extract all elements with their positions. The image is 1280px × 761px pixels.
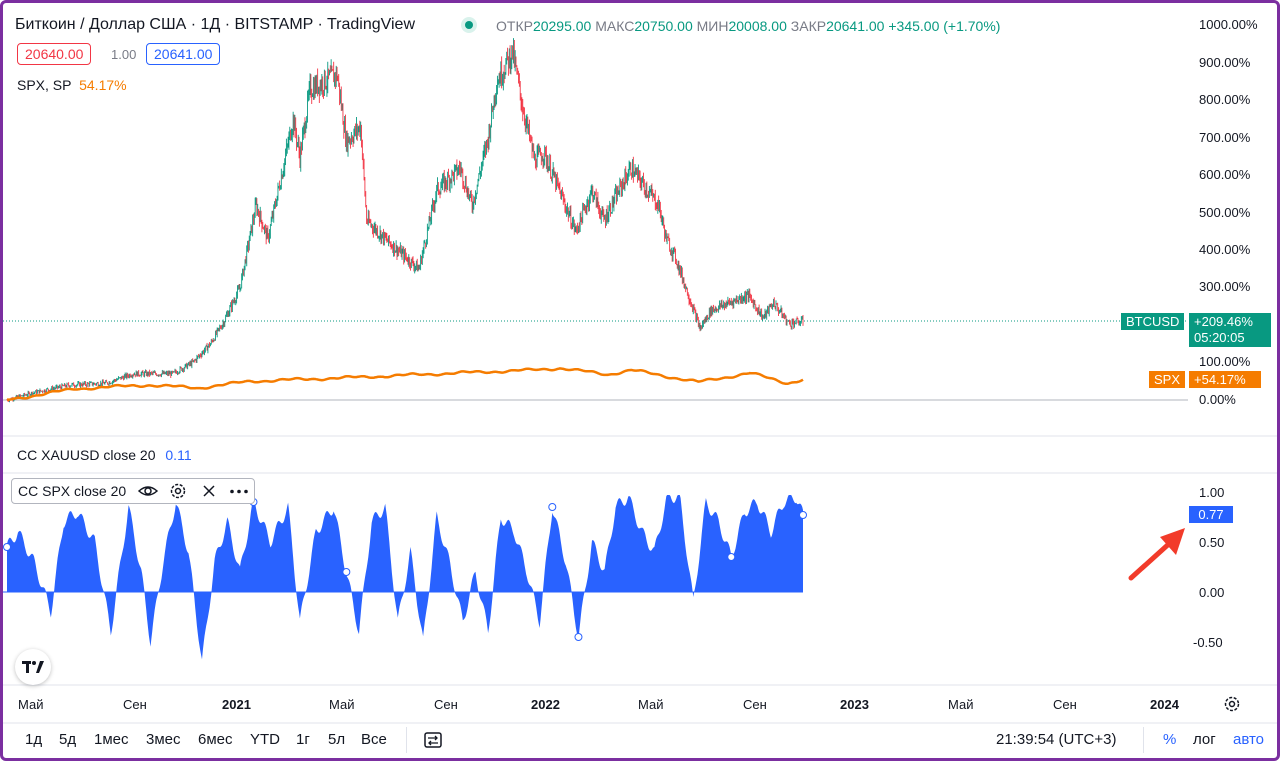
bar-countdown: 05:20:05 bbox=[1194, 330, 1245, 345]
price-tick: 700.00% bbox=[1199, 130, 1251, 145]
high-label: МАКС bbox=[595, 18, 635, 34]
cc-axis-value: 0.77 bbox=[1189, 506, 1233, 523]
cc-marker bbox=[727, 553, 736, 561]
cc-marker bbox=[799, 511, 807, 519]
price-tick: 100.00% bbox=[1199, 354, 1251, 369]
cc-xau-label: CC XAUUSD close 20 bbox=[17, 447, 156, 463]
time-tick: Сен bbox=[1053, 697, 1077, 712]
time-tick: Май bbox=[638, 697, 664, 712]
log-scale-toggle[interactable]: лог bbox=[1193, 731, 1216, 748]
ohlc-readout: ОТКР20295.00 МАКС20750.00 МИН20008.00 ЗА… bbox=[496, 18, 1000, 34]
symbol-title[interactable]: Биткоин / Доллар США · 1Д · BITSTAMP · T… bbox=[15, 16, 415, 33]
range-5y[interactable]: 5л bbox=[328, 731, 346, 748]
change-value: +345.00 (+1.70%) bbox=[888, 18, 1001, 34]
btc-axis-label: BTCUSD bbox=[1121, 313, 1185, 330]
time-tick: Сен bbox=[743, 697, 767, 712]
eye-icon[interactable] bbox=[138, 482, 158, 500]
time-tick: Май bbox=[18, 697, 44, 712]
time-tick: Сен bbox=[123, 697, 147, 712]
time-tick: Май bbox=[948, 697, 974, 712]
ask-button[interactable]: 20641.00 bbox=[146, 43, 221, 65]
cc-spx-label: CC SPX close 20 bbox=[18, 483, 127, 499]
range-all[interactable]: Все bbox=[361, 731, 387, 748]
cc-xau-legend[interactable]: CC XAUUSD close 20 0.11 bbox=[17, 447, 192, 463]
open-value: 20295.00 bbox=[532, 18, 592, 34]
price-tick: 800.00% bbox=[1199, 92, 1251, 107]
btc-candles bbox=[6, 38, 804, 403]
cc-spx-legend[interactable]: CC SPX close 20 bbox=[11, 478, 255, 504]
btc-percent: +209.46% bbox=[1194, 314, 1253, 329]
cc-marker bbox=[574, 633, 583, 641]
toolbar-divider bbox=[1143, 727, 1144, 753]
settings-gear-icon[interactable] bbox=[1222, 694, 1242, 714]
compare-value: 54.17% bbox=[79, 77, 127, 93]
close-value: 20641.00 bbox=[826, 18, 885, 34]
clock-time[interactable]: 21:39:54 (UTC+3) bbox=[996, 731, 1117, 748]
cc-marker bbox=[548, 503, 557, 511]
price-tick: 900.00% bbox=[1199, 55, 1251, 70]
toolbar-divider bbox=[406, 727, 407, 753]
time-tick: 2022 bbox=[531, 697, 560, 712]
price-tick: 1000.00% bbox=[1199, 17, 1258, 32]
spread-value: 1.00 bbox=[111, 47, 137, 62]
compare-symbol: SPX, SP bbox=[17, 77, 72, 93]
cc-spx-area bbox=[7, 495, 803, 660]
percent-scale-toggle[interactable]: % bbox=[1163, 731, 1177, 748]
cc-tick: 0.50 bbox=[1199, 535, 1225, 550]
range-5d[interactable]: 5д bbox=[59, 731, 77, 748]
compare-legend[interactable]: SPX, SP 54.17% bbox=[17, 77, 127, 93]
range-1y[interactable]: 1г bbox=[296, 731, 310, 748]
cc-marker bbox=[342, 568, 351, 576]
goto-date-icon[interactable] bbox=[422, 729, 444, 751]
time-tick: 2024 bbox=[1150, 697, 1179, 712]
close-label: ЗАКР bbox=[790, 18, 827, 34]
cc-tick: 1.00 bbox=[1199, 485, 1225, 500]
time-tick: Сен bbox=[434, 697, 458, 712]
market-status-icon bbox=[461, 17, 477, 33]
open-label: ОТКР bbox=[496, 18, 533, 34]
btc-axis-value: +209.46% 05:20:05 bbox=[1189, 313, 1271, 347]
annotation-arrow bbox=[1128, 528, 1185, 581]
cc-xau-value: 0.11 bbox=[165, 447, 192, 463]
more-icon[interactable] bbox=[229, 489, 249, 494]
gear-icon[interactable] bbox=[169, 482, 187, 500]
cc-tick: 0.00 bbox=[1199, 585, 1225, 600]
auto-scale-toggle[interactable]: авто bbox=[1233, 731, 1265, 748]
spx-axis-label: SPX bbox=[1149, 371, 1186, 388]
price-tick: 400.00% bbox=[1199, 242, 1251, 257]
chart-canvas[interactable] bbox=[3, 3, 1280, 761]
range-ytd[interactable]: YTD bbox=[250, 731, 280, 748]
cc-marker bbox=[3, 543, 11, 551]
low-value: 20008.00 bbox=[728, 18, 787, 34]
time-tick: Май bbox=[329, 697, 355, 712]
range-6m[interactable]: 6мес bbox=[198, 731, 233, 748]
spx-axis-value: +54.17% bbox=[1189, 371, 1261, 388]
range-1m[interactable]: 1мес bbox=[94, 731, 129, 748]
price-tick: 0.00% bbox=[1199, 392, 1236, 407]
high-value: 20750.00 bbox=[634, 18, 693, 34]
time-tick: 2023 bbox=[840, 697, 869, 712]
low-label: МИН bbox=[696, 18, 729, 34]
price-tick: 300.00% bbox=[1199, 279, 1251, 294]
range-1d[interactable]: 1д bbox=[25, 731, 43, 748]
time-tick: 2021 bbox=[222, 697, 251, 712]
close-icon[interactable] bbox=[202, 484, 216, 498]
price-tick: 600.00% bbox=[1199, 167, 1251, 182]
cc-tick: -0.50 bbox=[1193, 635, 1223, 650]
tradingview-logo-icon[interactable] bbox=[15, 649, 51, 685]
price-tick: 500.00% bbox=[1199, 205, 1251, 220]
bid-button[interactable]: 20640.00 bbox=[17, 43, 92, 65]
range-3m[interactable]: 3мес bbox=[146, 731, 181, 748]
spx-line bbox=[7, 367, 804, 401]
